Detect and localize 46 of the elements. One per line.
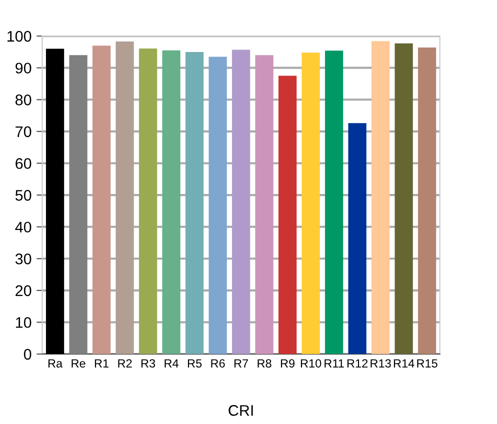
bar (278, 76, 297, 354)
y-tick-label: 70 (16, 126, 32, 138)
x-tick-label: R11 (324, 359, 344, 368)
y-tick-label: 90 (16, 62, 32, 74)
x-tick-label: R2 (118, 359, 132, 368)
x-tick-label: R4 (164, 359, 178, 368)
x-tick-label: R5 (188, 359, 202, 368)
x-tick-label: R8 (258, 359, 272, 368)
y-tick-label: 80 (16, 94, 32, 106)
x-tick-label: R13 (370, 359, 391, 368)
x-tick-label: R12 (347, 359, 368, 368)
y-tick-label: 100 (8, 30, 32, 42)
bar (394, 43, 413, 354)
y-tick-label: 60 (16, 158, 32, 169)
x-tick-label: R7 (234, 359, 248, 368)
bar (324, 50, 344, 354)
x-tick-label: Re (72, 359, 86, 368)
bar (371, 41, 390, 354)
y-tick-label: 0 (24, 348, 32, 360)
x-tick-label: R3 (141, 359, 156, 368)
bar (138, 48, 158, 354)
x-tick-label: R6 (211, 359, 225, 368)
bar (116, 41, 134, 354)
x-tick-label: Ra (48, 359, 63, 368)
bar (302, 52, 320, 354)
bar (162, 50, 180, 354)
bar (185, 52, 204, 354)
y-tick-label: 40 (15, 222, 32, 233)
y-tick-label: 20 (16, 285, 32, 296)
y-tick-label: 10 (16, 317, 32, 328)
x-tick-label: R1 (94, 359, 109, 368)
x-tick-label: R14 (394, 359, 414, 368)
y-tick-label: 50 (15, 190, 32, 201)
bar (232, 50, 250, 354)
bar (348, 123, 366, 354)
x-tick-label: R10 (300, 359, 322, 368)
x-tick-label: R15 (417, 359, 438, 368)
x-tick-label: R9 (280, 359, 295, 368)
bar (46, 48, 64, 354)
bar (69, 55, 88, 354)
bar (418, 47, 436, 354)
bar (255, 55, 274, 354)
bar (208, 56, 227, 354)
y-tick-label: 30 (15, 254, 32, 264)
x-axis-title: CRI (228, 405, 253, 416)
bar (92, 46, 111, 354)
